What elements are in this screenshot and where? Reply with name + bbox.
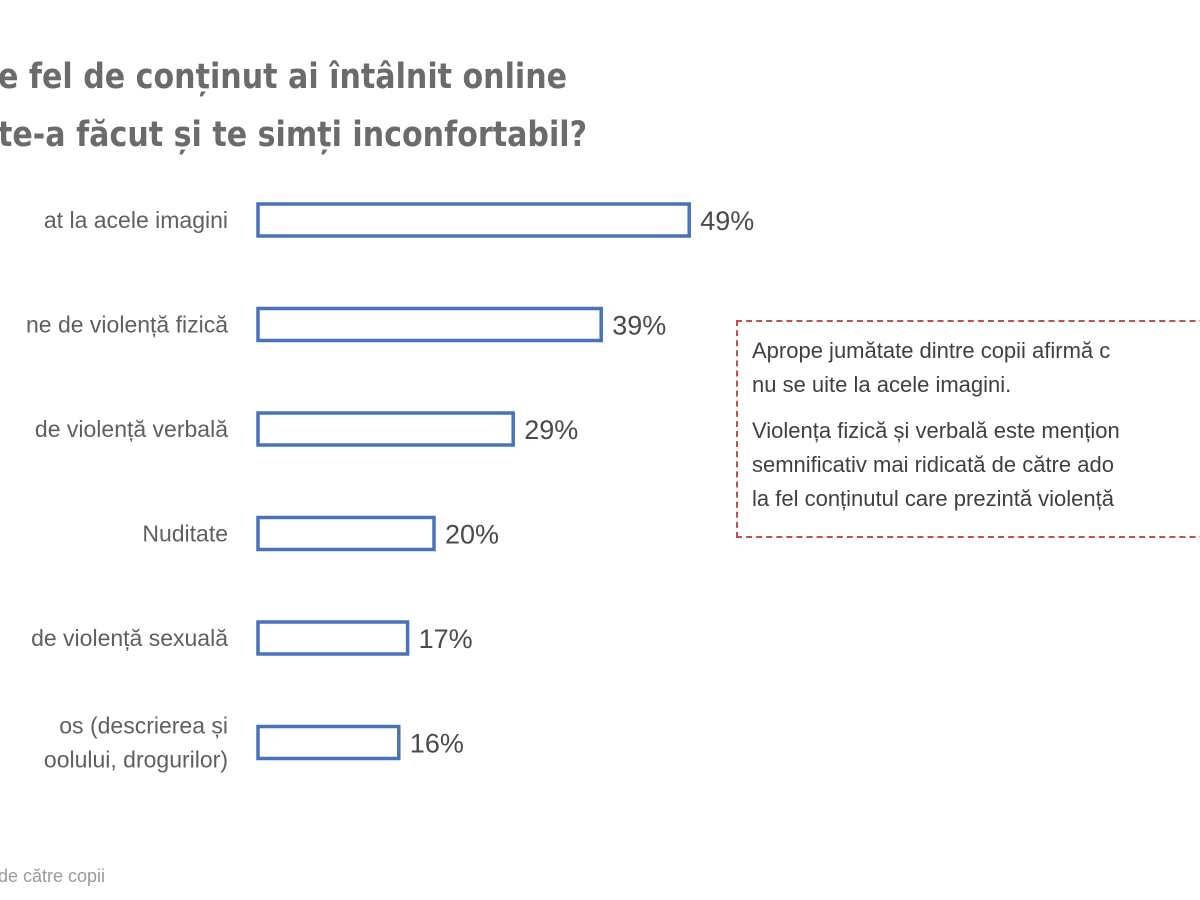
category-label: de violență verbală [35,416,228,442]
bar-value-label: 29% [524,415,578,445]
bar-value-label: 39% [612,311,666,341]
category-label: oolului, drogurilor) [44,747,228,773]
bar [256,306,603,343]
insight-paragraph-1: Aprope jumătate dintre copii afirmă c nu… [752,334,1200,402]
insight-note-box: Aprope jumătate dintre copii afirmă c nu… [736,320,1200,538]
bar [256,515,436,552]
bar [256,202,691,238]
bar [256,411,515,447]
bar [256,724,401,761]
bar-chart: 49% at la acele imagini 39% ne de violență … [26,202,754,773]
category-label: Nuditate [142,521,228,547]
bar-value-label: 20% [445,520,499,550]
insight-paragraph-2: Violența fizică și verbală este mențion … [752,414,1200,516]
bar-value-label: 17% [419,624,473,654]
chart-title: e fel de conținut ai întâlnit online te-… [0,48,587,164]
bar-value-label: 16% [410,729,464,759]
source-note: de către copii [0,866,106,886]
bar-value-label: 49% [700,206,754,236]
insight-line: la fel conținutul care prezintă violență [752,486,1114,511]
insight-line: semnificativ mai ridicată de către ado [752,452,1114,477]
category-label: ne de violență fizică [26,312,228,338]
chart-title-line-1: e fel de conținut ai întâlnit online [0,57,568,97]
chart-title-line-2: te-a făcut și te simți inconfortabil? [0,115,588,155]
insight-line: Violența fizică și verbală este mențion [752,418,1120,443]
insight-line: Aprope jumătate dintre copii afirmă c [752,338,1111,363]
category-label: os (descrierea și [59,713,228,739]
insight-line: nu se uite la acele imagini. [752,372,1012,397]
bar [256,620,410,656]
category-label: at la acele imagini [44,207,228,233]
category-label: de violență sexuală [31,625,228,651]
